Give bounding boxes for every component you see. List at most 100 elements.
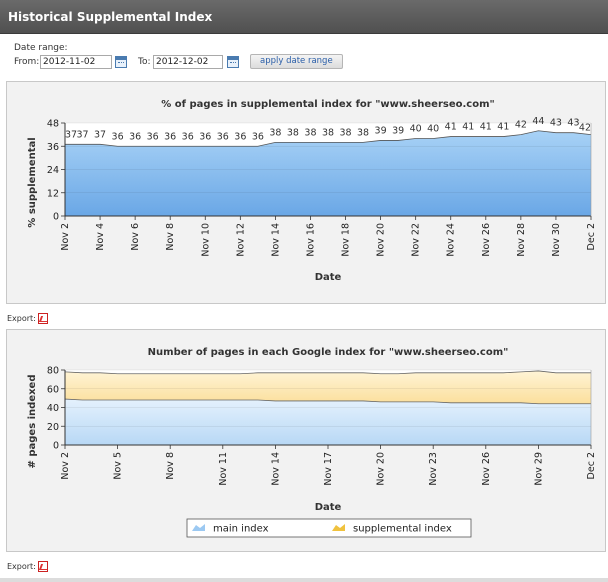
date-range-label: Date range: bbox=[14, 43, 68, 53]
x-tick-label: Nov 2 bbox=[60, 223, 71, 251]
bottom-scrollbar-track bbox=[0, 578, 608, 582]
apply-date-range-button[interactable]: apply date range bbox=[250, 54, 343, 69]
x-tick-label: Nov 20 bbox=[376, 223, 387, 257]
x-axis-label: Date bbox=[315, 502, 342, 513]
chart-legend: main index supplemental index bbox=[186, 518, 472, 538]
data-label: 36 bbox=[129, 131, 141, 142]
export-control-2: Export: bbox=[7, 561, 48, 572]
x-tick-label: Nov 6 bbox=[130, 223, 141, 251]
export-control-1: Export: bbox=[7, 313, 48, 324]
data-label: 38 bbox=[357, 127, 369, 138]
data-label: 37 bbox=[65, 129, 77, 140]
data-label: 44 bbox=[532, 116, 544, 127]
chart-title: Number of pages in each Google index for… bbox=[148, 347, 509, 358]
x-tick-label: Nov 2 bbox=[60, 452, 71, 480]
data-label: 41 bbox=[480, 122, 492, 133]
data-label: 36 bbox=[217, 131, 229, 142]
y-tick-label: 24 bbox=[47, 165, 59, 176]
x-tick-label: Nov 20 bbox=[376, 452, 387, 486]
data-label: 36 bbox=[112, 131, 124, 142]
data-label: 36 bbox=[252, 131, 264, 142]
x-tick-label: Nov 17 bbox=[323, 452, 334, 486]
x-tick-label: Dec 2 bbox=[586, 223, 597, 250]
area-supplemental-percent bbox=[65, 130, 591, 216]
pdf-icon[interactable] bbox=[37, 313, 48, 324]
x-tick-label: Nov 8 bbox=[165, 223, 176, 251]
data-label: 40 bbox=[427, 124, 439, 135]
data-label: 36 bbox=[164, 131, 176, 142]
pages-indexed-chart: Number of pages in each Google index for… bbox=[27, 347, 597, 538]
y-axis-label: % supplemental bbox=[27, 137, 38, 227]
x-tick-label: Nov 16 bbox=[305, 223, 316, 257]
y-axis-label: # pages indexed bbox=[27, 374, 38, 468]
y-tick-label: 40 bbox=[47, 403, 59, 414]
x-axis-label: Date bbox=[315, 272, 342, 283]
y-tick-label: 48 bbox=[47, 119, 59, 130]
line-supplemental-index bbox=[64, 370, 591, 375]
calendar-icon[interactable] bbox=[227, 56, 239, 68]
data-label: 36 bbox=[199, 131, 211, 142]
from-date-input[interactable] bbox=[40, 55, 112, 69]
calendar-icon[interactable] bbox=[115, 56, 127, 68]
data-label: 39 bbox=[392, 125, 404, 136]
data-label: 39 bbox=[375, 125, 387, 136]
data-label: 41 bbox=[462, 122, 474, 133]
x-tick-label: Nov 5 bbox=[113, 452, 124, 480]
data-label: 41 bbox=[497, 122, 509, 133]
data-label: 38 bbox=[287, 127, 299, 138]
x-tick-label: Dec 2 bbox=[586, 452, 597, 479]
x-tick-label: Nov 11 bbox=[218, 452, 229, 486]
to-label: To: bbox=[138, 57, 151, 67]
to-date-input[interactable] bbox=[153, 55, 223, 69]
pdf-icon[interactable] bbox=[37, 561, 48, 572]
legend-icon-main-index bbox=[192, 524, 205, 531]
y-tick-label: 0 bbox=[53, 441, 59, 452]
export-label: Export: bbox=[7, 562, 36, 571]
line-supplemental-percent bbox=[65, 130, 592, 147]
x-tick-label: Nov 30 bbox=[551, 223, 562, 257]
area-supplemental-index bbox=[65, 370, 591, 404]
data-label: 38 bbox=[304, 127, 316, 138]
data-label: 42 bbox=[579, 123, 591, 134]
supplemental-percent-chart-panel: % of pages in supplemental index for "ww… bbox=[6, 81, 606, 304]
legend-box bbox=[186, 518, 472, 538]
y-tick-label: 20 bbox=[47, 422, 59, 433]
export-label: Export: bbox=[7, 314, 36, 323]
chart-title: % of pages in supplemental index for "ww… bbox=[161, 99, 494, 110]
data-label: 37 bbox=[76, 129, 88, 140]
x-tick-label: Nov 23 bbox=[428, 452, 439, 486]
x-tick-label: Nov 29 bbox=[533, 452, 544, 486]
y-tick-label: 0 bbox=[53, 212, 59, 223]
data-label: 38 bbox=[339, 127, 351, 138]
data-label: 42 bbox=[515, 120, 527, 131]
x-tick-label: Nov 28 bbox=[516, 223, 527, 257]
x-tick-label: Nov 22 bbox=[411, 223, 422, 257]
legend-label-main-index: main index bbox=[213, 524, 269, 535]
data-label: 36 bbox=[147, 131, 159, 142]
from-label: From: bbox=[14, 57, 40, 67]
legend-label-supplemental-index: supplemental index bbox=[353, 524, 452, 535]
y-tick-label: 80 bbox=[47, 366, 59, 377]
page-header: Historical Supplemental Index bbox=[0, 0, 608, 34]
legend-icon-supplemental-index bbox=[332, 524, 345, 531]
pages-indexed-chart-panel: Number of pages in each Google index for… bbox=[6, 329, 606, 552]
x-tick-label: Nov 10 bbox=[200, 223, 211, 257]
data-label: 38 bbox=[322, 127, 334, 138]
x-tick-label: Nov 26 bbox=[481, 452, 492, 486]
y-tick-label: 60 bbox=[47, 384, 59, 395]
y-tick-label: 12 bbox=[47, 188, 59, 199]
data-label: 43 bbox=[550, 118, 562, 129]
area-main-index bbox=[65, 399, 591, 445]
x-tick-label: Nov 26 bbox=[481, 223, 492, 257]
data-label: 36 bbox=[182, 131, 194, 142]
data-label: 37 bbox=[94, 129, 106, 140]
x-tick-label: Nov 12 bbox=[235, 223, 246, 257]
x-tick-label: Nov 14 bbox=[270, 223, 281, 257]
x-tick-label: Nov 8 bbox=[165, 452, 176, 480]
x-tick-label: Nov 18 bbox=[341, 223, 352, 257]
data-label: 43 bbox=[567, 118, 579, 129]
line-main-index bbox=[64, 398, 591, 405]
y-tick-label: 36 bbox=[47, 142, 59, 153]
x-tick-label: Nov 14 bbox=[270, 452, 281, 486]
x-tick-label: Nov 4 bbox=[95, 223, 106, 251]
